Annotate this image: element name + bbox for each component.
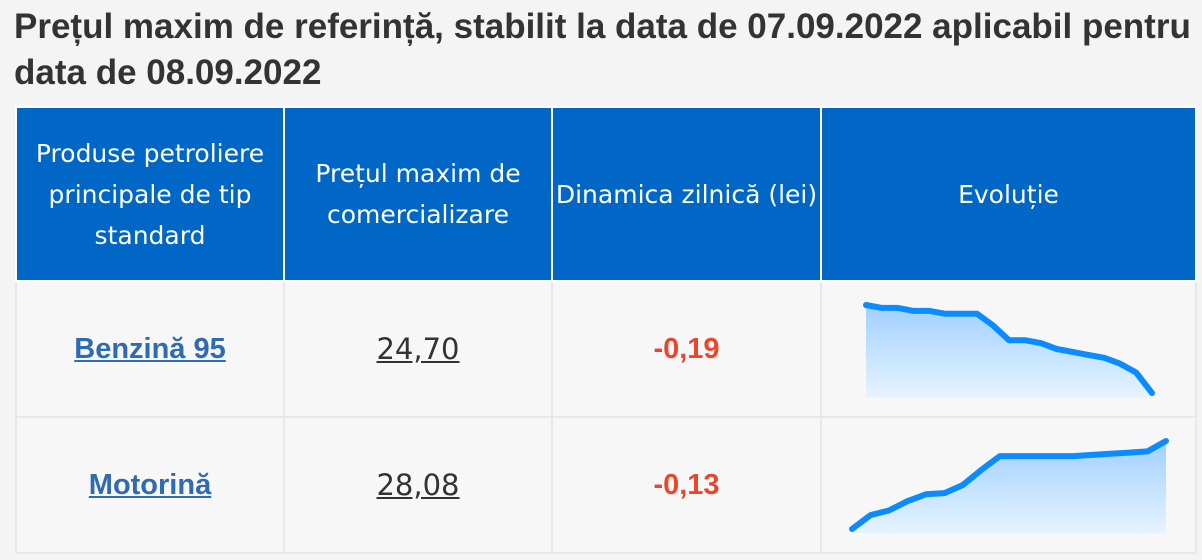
table-header-row: Produse petroliere principale de tip sta… bbox=[15, 106, 1197, 282]
sparkline-line bbox=[848, 438, 1169, 532]
dynamics-cell: -0,13 bbox=[551, 416, 822, 554]
sparkline-line bbox=[862, 302, 1155, 396]
price-cell: 28,08 bbox=[283, 416, 553, 554]
evolution-cell bbox=[820, 280, 1197, 418]
page-title: Prețul maxim de referință, stabilit la d… bbox=[14, 7, 1191, 92]
price-cell: 24,70 bbox=[283, 280, 553, 418]
product-link-benzina-95[interactable]: Benzină 95 bbox=[74, 332, 226, 365]
evolution-sparkline-motorina bbox=[848, 438, 1169, 533]
table-row: Motorină 28,08 -0,13 bbox=[15, 416, 1197, 554]
max-price-value: 24,70 bbox=[376, 332, 460, 366]
daily-dynamics-value: -0,19 bbox=[653, 332, 720, 365]
product-cell: Motorină bbox=[15, 416, 285, 554]
header-max-price: Prețul maxim de comercializare bbox=[283, 106, 553, 282]
max-price-value: 28,08 bbox=[376, 468, 460, 502]
header-evolution: Evoluție bbox=[820, 106, 1197, 282]
table-row: Benzină 95 24,70 -0,19 bbox=[15, 280, 1197, 418]
dynamics-cell: -0,19 bbox=[551, 280, 822, 418]
daily-dynamics-value: -0,13 bbox=[653, 468, 720, 501]
fuel-price-table: Produse petroliere principale de tip sta… bbox=[15, 106, 1197, 554]
product-link-motorina[interactable]: Motorină bbox=[88, 468, 212, 501]
header-product: Produse petroliere principale de tip sta… bbox=[15, 106, 285, 282]
evolution-sparkline-benzina bbox=[862, 302, 1155, 397]
header-daily-dynamics: Dinamica zilnică (lei) bbox=[551, 106, 822, 282]
sparkline-area bbox=[851, 441, 1166, 533]
evolution-cell bbox=[820, 416, 1197, 554]
product-cell: Benzină 95 bbox=[15, 280, 285, 418]
sparkline-area bbox=[865, 305, 1152, 397]
